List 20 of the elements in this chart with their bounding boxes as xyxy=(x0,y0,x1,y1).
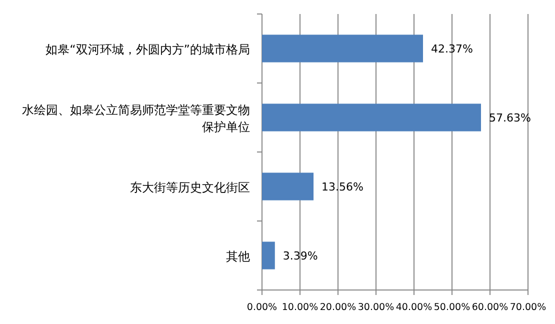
data-label: 13.56% xyxy=(322,180,364,194)
y-tick-label: 如皋“双河环城，外圆内方”的城市格局 xyxy=(46,42,250,56)
data-label: 3.39% xyxy=(282,250,318,262)
y-tick-label: 东大街等历史文化街区 xyxy=(130,180,250,194)
x-tick-label: 50.00% xyxy=(434,302,470,313)
bar xyxy=(262,242,275,270)
x-tick-label: 10.00% xyxy=(282,302,318,313)
bar xyxy=(262,34,424,62)
data-label: 42.37% xyxy=(431,42,473,56)
x-tick-label: 30.00% xyxy=(358,302,394,313)
bar xyxy=(262,104,481,132)
y-tick-label: 其他 xyxy=(226,250,250,264)
x-tick-label: 70.00% xyxy=(510,302,546,313)
bar xyxy=(262,172,314,200)
x-tick-label: 40.00% xyxy=(396,302,432,313)
x-tick-label: 20.00% xyxy=(320,302,356,313)
y-tick-label: 水绘园、如皋公立简易师范学堂等重要文物保护单位 xyxy=(22,103,250,134)
x-tick-label: 60.00% xyxy=(472,302,508,313)
data-label: 57.63% xyxy=(488,112,531,124)
x-tick-label: 0.00% xyxy=(246,302,278,313)
